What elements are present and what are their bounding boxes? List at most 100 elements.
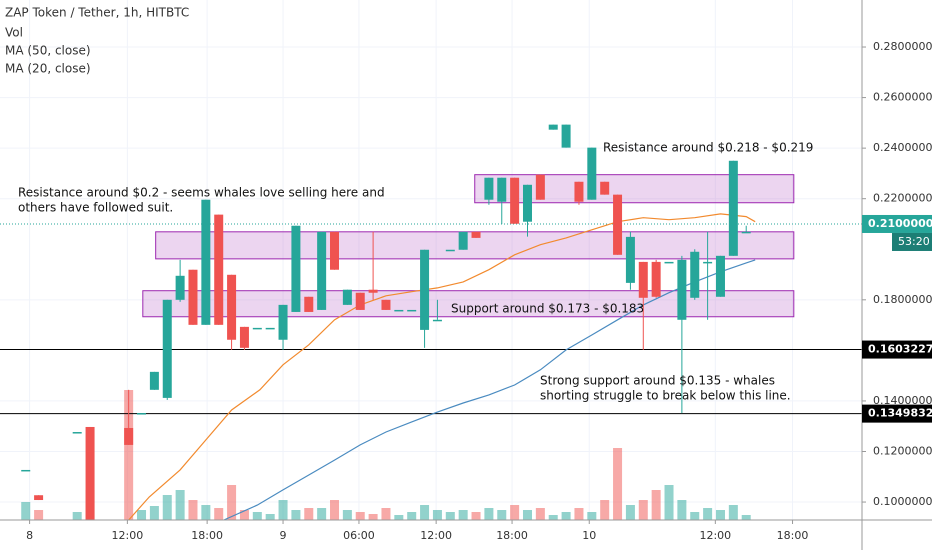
candle-body (638, 261, 648, 298)
volume-bar (291, 510, 301, 520)
x-tick-label: 12:00 (112, 529, 144, 542)
y-tick-label: 0.1000000 (873, 495, 932, 508)
volume-bar (265, 514, 275, 520)
y-tick-label: 0.2400000 (873, 141, 932, 154)
candle-body (420, 249, 430, 330)
volume-bar (368, 514, 378, 520)
candle-body (330, 231, 340, 270)
candle-body (355, 292, 365, 310)
volume-bar (741, 515, 751, 520)
price-label-box (862, 340, 932, 359)
y-tick-label: 0.1200000 (873, 444, 932, 457)
candle-body (471, 231, 481, 238)
volume-bar (175, 490, 185, 520)
y-tick-label: 0.2200000 (873, 192, 932, 205)
volume-bar (587, 512, 597, 520)
volume-bar (715, 510, 725, 520)
candle-body (214, 214, 224, 325)
last-price-label: 0.2100000 (868, 217, 932, 230)
candle-body (587, 147, 597, 200)
volume-bar (355, 512, 365, 520)
volume-pane (21, 390, 751, 520)
x-tick-label: 12:00 (420, 529, 452, 542)
candle-body (85, 426, 95, 520)
candle-body (304, 296, 314, 312)
candle-body (651, 261, 661, 297)
volume-bar (239, 510, 249, 520)
volume-bar (728, 505, 738, 520)
volume-bar (201, 505, 211, 520)
candle-body (381, 299, 391, 310)
volume-bar (162, 495, 172, 520)
candles (21, 124, 751, 520)
candle-body (728, 160, 738, 256)
volume-bar (214, 508, 224, 520)
last-price-box (862, 214, 932, 233)
candle-body (715, 255, 725, 297)
volume-bar (458, 510, 468, 520)
candle-body (227, 274, 237, 340)
volume-bar (34, 510, 44, 520)
volume-bar (21, 502, 31, 520)
volume-bar (432, 510, 442, 520)
volume-bar (651, 490, 661, 520)
candle-body (497, 177, 507, 202)
x-tick-label: 8 (26, 529, 33, 542)
candle-body (458, 231, 468, 250)
y-tick-label: 0.1400000 (873, 394, 932, 407)
candle-body (265, 327, 275, 330)
candle-body (368, 289, 378, 293)
volume-bar (124, 390, 134, 520)
candle-body (535, 174, 545, 200)
indicator-label: MA (20, close) (5, 62, 91, 76)
volume-bar (690, 512, 700, 520)
volume-bar (484, 508, 494, 520)
x-tick-label: 10 (582, 529, 596, 542)
annotation: Resistance around $0.2 - seems whales lo… (18, 186, 385, 200)
candle-body (317, 231, 327, 310)
x-tick-label: 9 (280, 529, 287, 542)
candle-body (162, 299, 172, 398)
price-label-box (862, 404, 932, 423)
price-label: 0.1349832 (868, 407, 932, 420)
candle-body (188, 269, 198, 325)
volume-bar (252, 512, 262, 520)
volume-bar (638, 500, 648, 520)
candle-body (677, 259, 687, 320)
annotation: shorting struggle to break below this li… (540, 389, 791, 403)
volume-bar (278, 500, 288, 520)
volume-bar (574, 508, 584, 520)
candle-body (561, 124, 571, 148)
candle-body (175, 275, 185, 300)
volume-bar (535, 508, 545, 520)
x-tick-label: 12:00 (699, 529, 731, 542)
volume-bar (497, 510, 507, 520)
candle-body (445, 249, 455, 252)
volume-bar (330, 500, 340, 520)
candle-body (522, 184, 532, 222)
volume-bar (703, 508, 713, 520)
candle-body (252, 327, 262, 330)
volume-bar (342, 510, 352, 520)
volume-bar (548, 515, 558, 520)
candle-body (510, 177, 520, 224)
candle-body (201, 199, 211, 325)
x-tick-label: 18:00 (191, 529, 223, 542)
candle-body (625, 236, 635, 283)
moving-average (128, 213, 756, 521)
volume-bar (677, 500, 687, 520)
countdown-box (892, 232, 932, 251)
candle-body (432, 319, 442, 322)
candle-body (124, 427, 134, 445)
volume-bar (561, 512, 571, 520)
x-tick-label: 06:00 (343, 529, 375, 542)
volume-bar (600, 500, 610, 520)
candle-body (664, 261, 674, 264)
annotation: Support around $0.173 - $0.183 (451, 302, 644, 316)
candle-body (690, 251, 700, 298)
volume-bar (72, 512, 82, 520)
chart-title: ZAP Token / Tether, 1h, HITBTC (5, 6, 189, 20)
annotation: others have followed suit. (18, 201, 173, 215)
volume-bar (664, 485, 674, 520)
